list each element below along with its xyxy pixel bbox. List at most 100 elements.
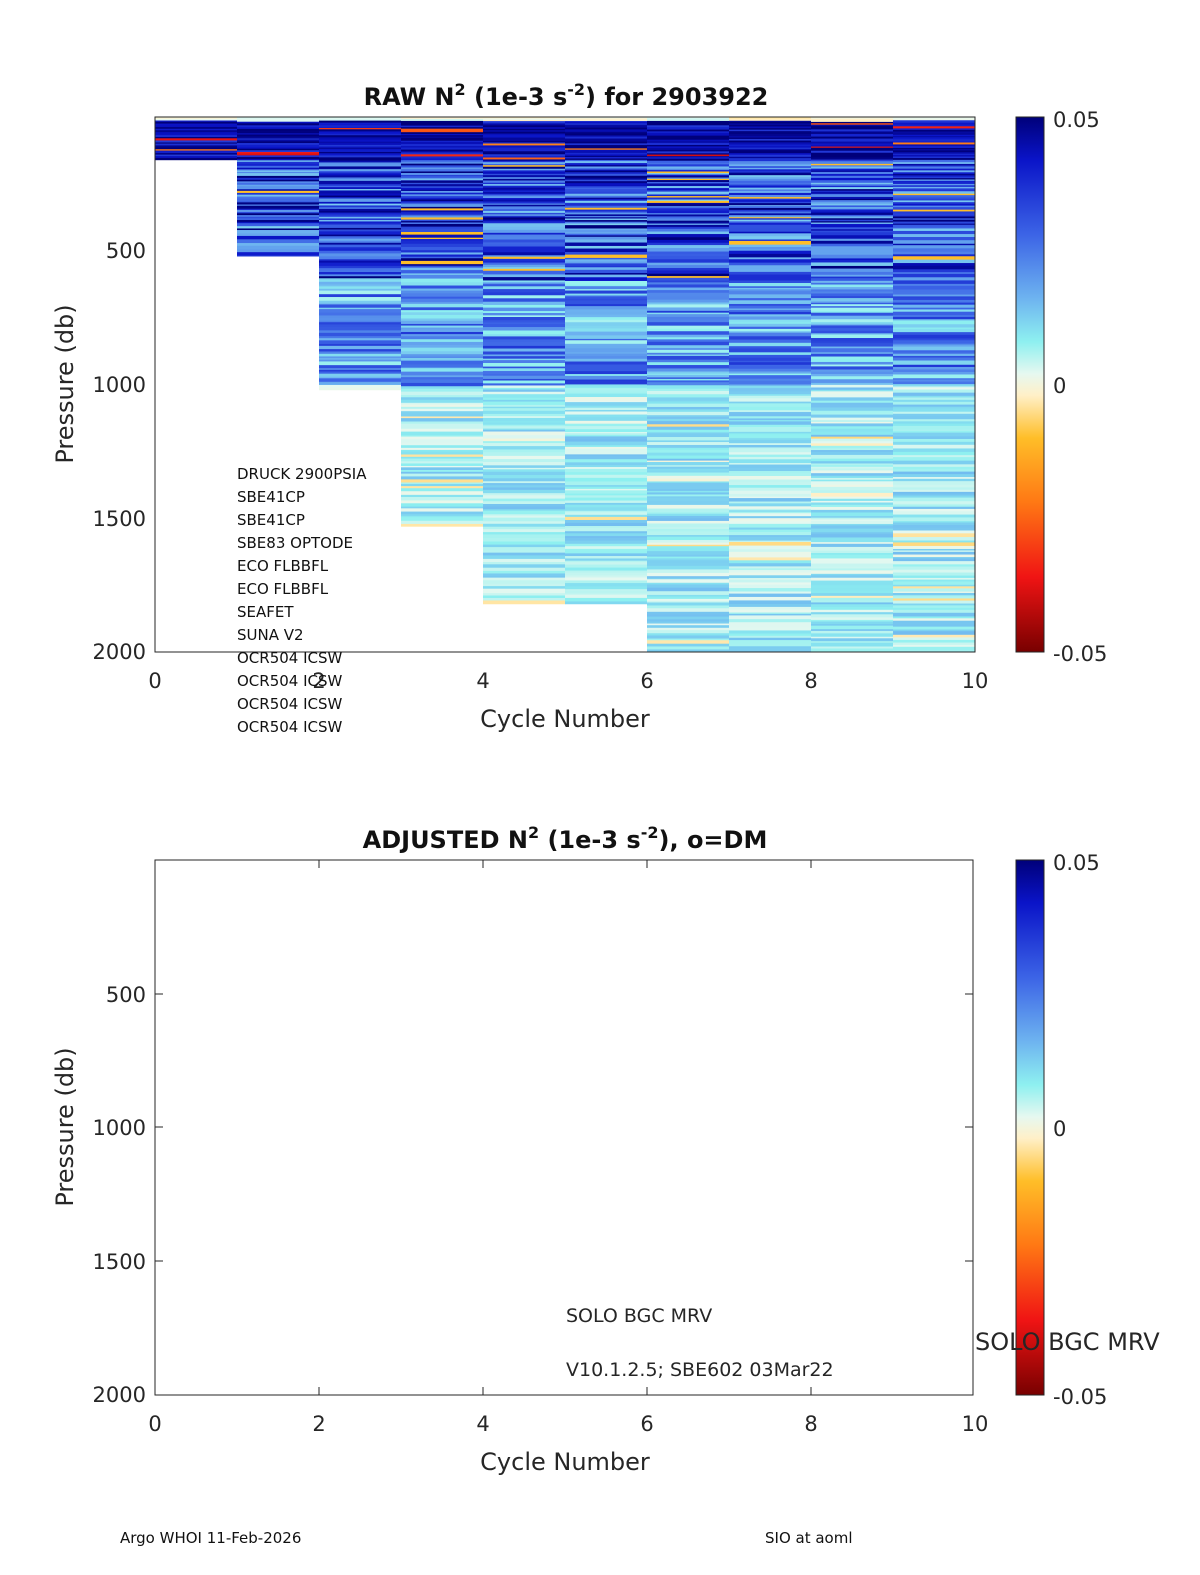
heatmap-cell [319, 217, 402, 219]
heatmap-cell [729, 496, 812, 499]
heatmap-cell [729, 535, 812, 538]
heatmap-cell [811, 198, 894, 201]
heatmap-cell [647, 239, 730, 244]
heatmap-cell [811, 177, 894, 181]
heatmap-cell [565, 228, 648, 231]
heatmap-cell [893, 350, 976, 353]
heatmap-cell [565, 375, 648, 380]
heatmap-cell [237, 138, 320, 141]
heatmap-cell [893, 219, 976, 223]
heatmap-cell [565, 159, 648, 162]
heatmap-cell [237, 167, 320, 170]
heatmap-cell [565, 467, 648, 470]
heatmap-cell [155, 138, 238, 141]
heatmap-cell [893, 175, 976, 178]
heatmap-cell [893, 168, 976, 171]
heatmap-cell [401, 356, 484, 359]
heatmap-cell [811, 265, 894, 269]
heatmap-cell [647, 310, 730, 314]
heatmap-cell [647, 490, 730, 493]
heatmap-cell [729, 154, 812, 158]
heatmap-cell [811, 451, 894, 456]
heatmap-cell [483, 258, 566, 261]
heatmap-cell [893, 172, 976, 175]
heatmap-cell [483, 274, 566, 278]
heatmap-cell [647, 251, 730, 255]
heatmap-cell [565, 304, 648, 307]
heatmap-cell [483, 526, 566, 530]
heatmap-cell [811, 205, 894, 208]
heatmap-cell [811, 216, 894, 219]
heatmap-cell [893, 521, 976, 523]
heatmap-cell [401, 219, 484, 222]
heatmap-cell [729, 371, 812, 374]
heatmap-cell [647, 197, 730, 200]
heatmap-cell [893, 404, 976, 408]
heatmap-cell [647, 123, 730, 126]
heatmap-cell [565, 138, 648, 141]
heatmap-cell [729, 357, 812, 362]
heatmap-cell [565, 179, 648, 182]
heatmap-cell [155, 125, 238, 128]
heatmap-cell [401, 293, 484, 298]
heatmap-cell [401, 463, 484, 467]
heatmap-cell [729, 233, 812, 237]
heatmap-cell [811, 224, 894, 228]
heatmap-cell [811, 222, 894, 225]
heatmap-cell [647, 426, 730, 431]
heatmap-cell [319, 212, 402, 215]
heatmap-cell [729, 126, 812, 129]
heatmap-cell [565, 154, 648, 157]
heatmap-cell [893, 319, 976, 322]
heatmap-cell [647, 558, 730, 561]
heatmap-cell [647, 535, 730, 538]
y-tick-label: 1500 [93, 507, 146, 531]
heatmap-cell [729, 593, 812, 598]
heatmap-cell [647, 584, 730, 589]
heatmap-cell [811, 145, 894, 147]
heatmap-cell [893, 495, 976, 498]
heatmap-cell [893, 649, 976, 652]
heatmap-cell [647, 577, 730, 580]
heatmap-cell [729, 137, 812, 140]
heatmap-cell [893, 557, 976, 559]
heatmap-cell [483, 268, 566, 272]
heatmap-cell [811, 232, 894, 236]
heatmap-cell [729, 588, 812, 592]
heatmap-cell [893, 353, 976, 357]
heatmap-cell [401, 201, 484, 203]
heatmap-cell [565, 146, 648, 149]
heatmap-cell [319, 359, 402, 362]
heatmap-cell [811, 463, 894, 466]
heatmap-cell [319, 286, 402, 290]
heatmap-cell [811, 280, 894, 284]
raw-x-ticks: 0 2 4 6 8 10 [148, 669, 988, 693]
heatmap-cell [237, 243, 320, 247]
heatmap-cell [401, 369, 484, 373]
heatmap-cell [893, 522, 976, 526]
heatmap-cell [893, 455, 976, 458]
heatmap-cell [647, 178, 730, 181]
heatmap-cell [565, 130, 648, 133]
heatmap-cell [729, 591, 812, 594]
heatmap-cell [729, 167, 812, 170]
heatmap-cell [483, 544, 566, 548]
heatmap-cell [811, 254, 894, 259]
heatmap-cell [647, 382, 730, 386]
heatmap-cell [483, 580, 566, 585]
heatmap-cell [729, 609, 812, 613]
heatmap-cell [565, 190, 648, 193]
heatmap-cell [811, 417, 894, 421]
heatmap-cell [319, 336, 402, 339]
heatmap-cell [811, 512, 894, 517]
heatmap-cell [401, 141, 484, 145]
heatmap-cell [319, 144, 402, 147]
heatmap-cell [729, 146, 812, 148]
heatmap-cell [647, 144, 730, 147]
heatmap-cell [811, 593, 894, 597]
heatmap-cell [401, 471, 484, 475]
heatmap-cell [893, 237, 976, 241]
heatmap-cell [729, 518, 812, 522]
heatmap-cell [483, 598, 566, 601]
heatmap-cell [483, 345, 566, 349]
